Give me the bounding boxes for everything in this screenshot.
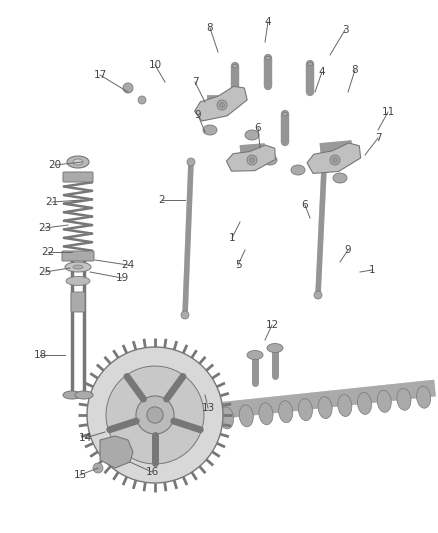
Text: 13: 13 [201, 403, 215, 413]
Text: 22: 22 [41, 247, 55, 257]
Polygon shape [194, 86, 247, 121]
Ellipse shape [263, 155, 277, 165]
Ellipse shape [357, 392, 371, 414]
Polygon shape [100, 436, 133, 468]
Ellipse shape [63, 391, 81, 399]
Circle shape [330, 155, 340, 165]
Ellipse shape [200, 409, 214, 431]
Polygon shape [226, 145, 276, 171]
Text: 6: 6 [254, 123, 261, 133]
Text: 4: 4 [319, 67, 325, 77]
Ellipse shape [298, 399, 312, 421]
Ellipse shape [377, 390, 391, 413]
Text: 10: 10 [148, 60, 162, 70]
Ellipse shape [65, 262, 91, 272]
Ellipse shape [245, 130, 259, 140]
Ellipse shape [73, 265, 83, 269]
Circle shape [187, 158, 195, 166]
Ellipse shape [75, 391, 93, 399]
Text: 7: 7 [374, 133, 381, 143]
Circle shape [181, 311, 189, 319]
Circle shape [314, 291, 322, 299]
Text: 21: 21 [46, 197, 59, 207]
Circle shape [123, 83, 133, 93]
Text: 1: 1 [229, 233, 235, 243]
Ellipse shape [279, 401, 293, 423]
Circle shape [219, 102, 225, 108]
Circle shape [332, 157, 338, 163]
Text: 9: 9 [194, 110, 201, 120]
Ellipse shape [265, 56, 271, 60]
Text: 16: 16 [145, 467, 159, 477]
Ellipse shape [333, 173, 347, 183]
Text: 20: 20 [49, 160, 62, 170]
Ellipse shape [66, 277, 90, 286]
FancyBboxPatch shape [71, 292, 85, 312]
Ellipse shape [67, 156, 89, 168]
Ellipse shape [291, 165, 305, 175]
Text: 8: 8 [352, 65, 358, 75]
Circle shape [250, 157, 254, 163]
Polygon shape [307, 143, 360, 173]
Circle shape [147, 407, 163, 423]
Circle shape [217, 100, 227, 110]
Circle shape [247, 155, 257, 165]
Text: 24: 24 [121, 260, 134, 270]
Text: 25: 25 [39, 267, 52, 277]
Ellipse shape [338, 394, 352, 416]
Text: 18: 18 [33, 350, 46, 360]
Circle shape [321, 144, 329, 152]
Ellipse shape [282, 112, 288, 116]
Text: 5: 5 [235, 260, 241, 270]
Text: 7: 7 [192, 77, 198, 87]
Ellipse shape [219, 407, 233, 429]
FancyBboxPatch shape [63, 172, 93, 182]
Text: 8: 8 [207, 23, 213, 33]
Ellipse shape [239, 405, 253, 427]
Text: 23: 23 [39, 223, 52, 233]
Text: 17: 17 [93, 70, 106, 80]
Text: 3: 3 [342, 25, 348, 35]
Circle shape [93, 463, 103, 473]
Ellipse shape [232, 64, 238, 68]
Ellipse shape [259, 403, 273, 425]
Ellipse shape [318, 397, 332, 418]
Ellipse shape [307, 62, 313, 66]
Circle shape [87, 347, 223, 483]
Ellipse shape [397, 389, 411, 410]
Text: 1: 1 [369, 265, 375, 275]
Text: 4: 4 [265, 17, 271, 27]
Text: 19: 19 [115, 273, 129, 283]
FancyBboxPatch shape [62, 251, 94, 261]
Text: 12: 12 [265, 320, 279, 330]
Text: 6: 6 [302, 200, 308, 210]
Text: 2: 2 [159, 195, 165, 205]
Ellipse shape [73, 159, 83, 165]
Text: 15: 15 [74, 470, 87, 480]
Ellipse shape [417, 386, 431, 408]
Text: 9: 9 [345, 245, 351, 255]
Text: 11: 11 [381, 107, 395, 117]
Ellipse shape [160, 413, 174, 435]
Circle shape [136, 396, 174, 434]
Circle shape [106, 366, 204, 464]
Ellipse shape [203, 125, 217, 135]
Ellipse shape [247, 351, 263, 359]
Ellipse shape [180, 411, 194, 433]
Ellipse shape [267, 343, 283, 352]
Circle shape [138, 96, 146, 104]
Text: 14: 14 [78, 433, 92, 443]
